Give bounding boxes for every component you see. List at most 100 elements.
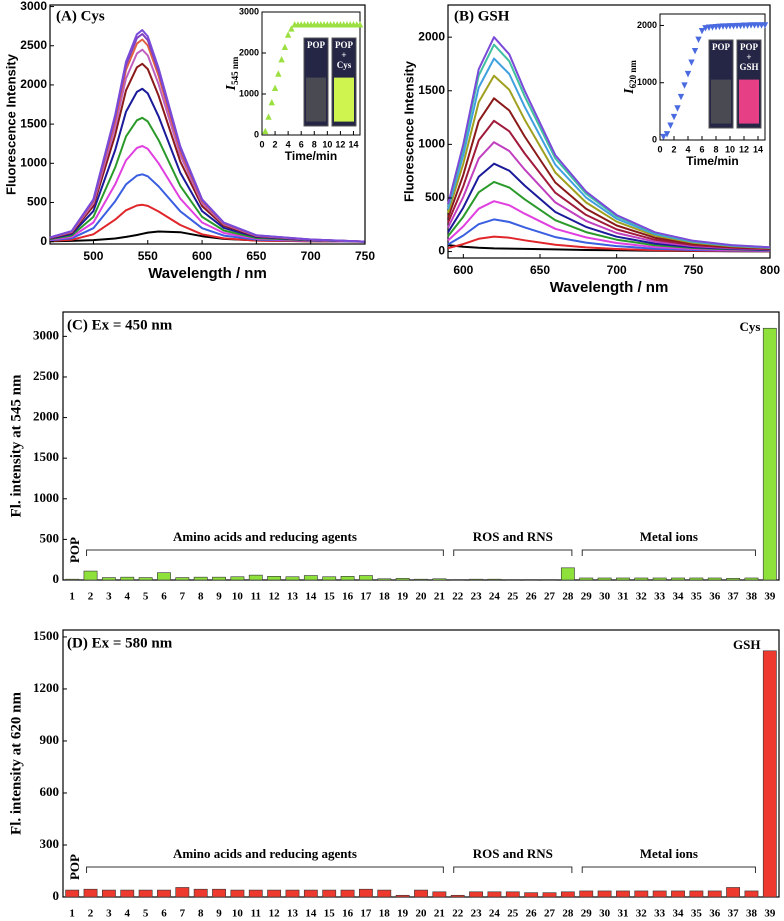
x-tick-label: 10 (232, 908, 244, 920)
bar (432, 578, 447, 581)
x-tick-label: 8 (312, 139, 317, 149)
bar (193, 888, 208, 898)
x-tick-label: 27 (544, 908, 556, 920)
annotation: POP (67, 537, 82, 563)
x-tick-label: 6 (161, 908, 167, 920)
bar (450, 894, 465, 898)
vial-label: POP (335, 40, 353, 50)
vial-liquid (739, 79, 759, 124)
data-point (677, 93, 685, 101)
x-tick-label: 21 (434, 591, 445, 603)
bar (359, 888, 373, 898)
inset-y-label-sub: 620 nm (628, 60, 638, 89)
x-tick-label: 21 (434, 908, 445, 920)
x-tick-label: 24 (489, 908, 501, 920)
x-tick-label: 15 (324, 591, 336, 603)
bar (359, 575, 373, 581)
bar (744, 577, 759, 581)
bar (671, 577, 685, 581)
bar (689, 890, 704, 898)
x-tick-label: 2 (671, 144, 676, 154)
bar (285, 576, 300, 581)
x-tick-label: 4 (125, 908, 131, 920)
x-tick-label: 37 (728, 908, 740, 920)
y-tick-label: 0 (652, 134, 657, 144)
bar (616, 890, 630, 898)
bar (83, 570, 98, 581)
y-tick-label: 0 (254, 129, 259, 139)
x-tick-label: 35 (691, 908, 703, 920)
bar (138, 577, 153, 581)
data-point (288, 25, 295, 32)
group-bracket (453, 549, 573, 556)
vial-label: POP (307, 40, 325, 50)
x-tick-label: 16 (342, 908, 354, 920)
bar (101, 577, 116, 581)
bar (230, 889, 245, 898)
y-tick-label: 0 (53, 571, 60, 586)
x-tick-label: 29 (581, 591, 593, 603)
panel-title: (B) GSH (454, 8, 510, 24)
bar (487, 891, 502, 898)
bar (267, 576, 282, 581)
x-tick-label: 5 (143, 908, 149, 920)
x-tick-label: 33 (654, 908, 666, 920)
x-tick-label: 2 (88, 591, 94, 603)
data-point (268, 99, 275, 106)
y-tick-label: 1000 (33, 490, 59, 505)
bar (377, 578, 392, 581)
x-axis-label: Wavelength / nm (550, 279, 669, 296)
y-tick-label: 600 (40, 784, 60, 799)
y-tick-label: 1000 (239, 88, 259, 98)
y-tick-label: 2000 (637, 20, 657, 30)
bar (634, 577, 649, 581)
bar (652, 890, 667, 898)
data-point (265, 113, 272, 120)
data-point (660, 133, 667, 141)
group-bracket (86, 866, 444, 873)
x-tick-label: 36 (709, 908, 721, 920)
x-tick-label: 700 (301, 249, 321, 263)
bar (138, 889, 153, 898)
x-tick-label: 3 (106, 908, 112, 920)
bar (322, 576, 337, 581)
y-tick-label: 900 (40, 732, 60, 747)
spectrum-line (49, 87, 366, 243)
data-point (271, 84, 279, 92)
data-point (262, 127, 269, 135)
x-tick-label: 31 (617, 591, 628, 603)
group-bracket (453, 866, 573, 873)
y-tick-label: 300 (40, 836, 60, 851)
bar (597, 577, 612, 581)
data-point (278, 55, 285, 63)
x-tick-label: 10 (725, 144, 735, 154)
bar (505, 891, 520, 898)
inset-x-label: Time/min (686, 154, 738, 168)
x-tick-label: 26 (526, 908, 538, 920)
bar (707, 890, 722, 898)
bar (560, 567, 575, 581)
x-tick-label: 39 (764, 591, 776, 603)
annotation: Metal ions (640, 846, 698, 861)
x-tick-label: 15 (324, 908, 336, 920)
bar (579, 577, 594, 581)
x-tick-label: 37 (728, 591, 740, 603)
data-point (674, 105, 681, 112)
x-tick-label: 8 (198, 591, 204, 603)
vial-liquid (306, 77, 326, 122)
x-tick-label: 7 (180, 591, 186, 603)
x-tick-label: 22 (452, 908, 464, 920)
group-bracket (86, 549, 444, 556)
y-axis-label: Fluorescence Intensity (3, 53, 18, 195)
x-tick-label: 18 (379, 908, 391, 920)
spectrum-line (447, 119, 771, 250)
y-tick-label: 1500 (33, 628, 59, 643)
x-tick-label: 700 (607, 263, 627, 277)
x-tick-label: 22 (452, 591, 464, 603)
panel-title: (C) Ex = 450 nm (67, 317, 173, 333)
y-tick-label: 1500 (418, 83, 445, 97)
x-tick-label: 5 (143, 591, 149, 603)
y-tick-label: 500 (425, 190, 445, 204)
x-tick-label: 39 (764, 908, 776, 920)
